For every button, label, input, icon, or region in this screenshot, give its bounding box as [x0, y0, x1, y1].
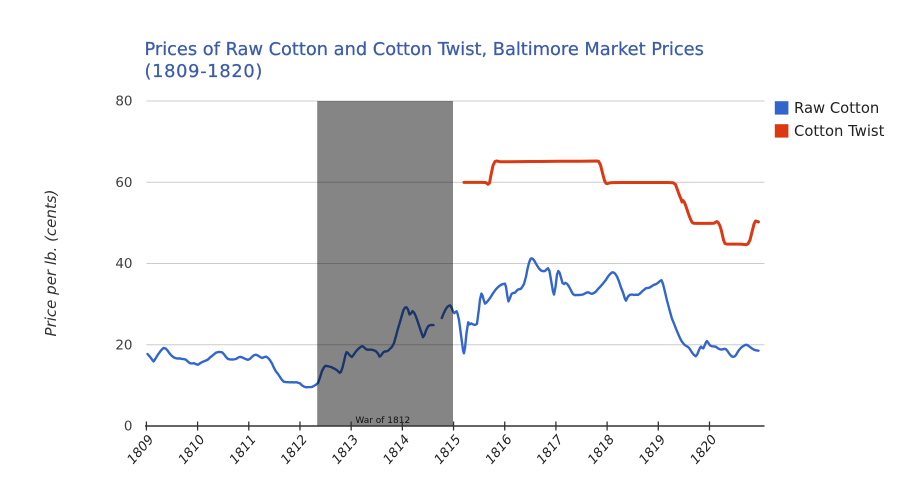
- svg-text:Cotton Twist: Cotton Twist: [794, 123, 885, 140]
- svg-text:0: 0: [124, 419, 133, 435]
- svg-text:40: 40: [115, 256, 132, 272]
- svg-text:War of 1812: War of 1812: [355, 416, 410, 426]
- svg-text:(1809-1820): (1809-1820): [145, 61, 264, 82]
- svg-text:60: 60: [115, 175, 132, 191]
- svg-text:Price per lb. (cents): Price per lb. (cents): [42, 190, 60, 337]
- svg-text:80: 80: [115, 94, 132, 110]
- svg-text:Raw Cotton: Raw Cotton: [794, 100, 879, 117]
- svg-text:Prices of Raw Cotton and Cotto: Prices of Raw Cotton and Cotton Twist, B…: [145, 39, 704, 60]
- svg-text:20: 20: [115, 337, 132, 353]
